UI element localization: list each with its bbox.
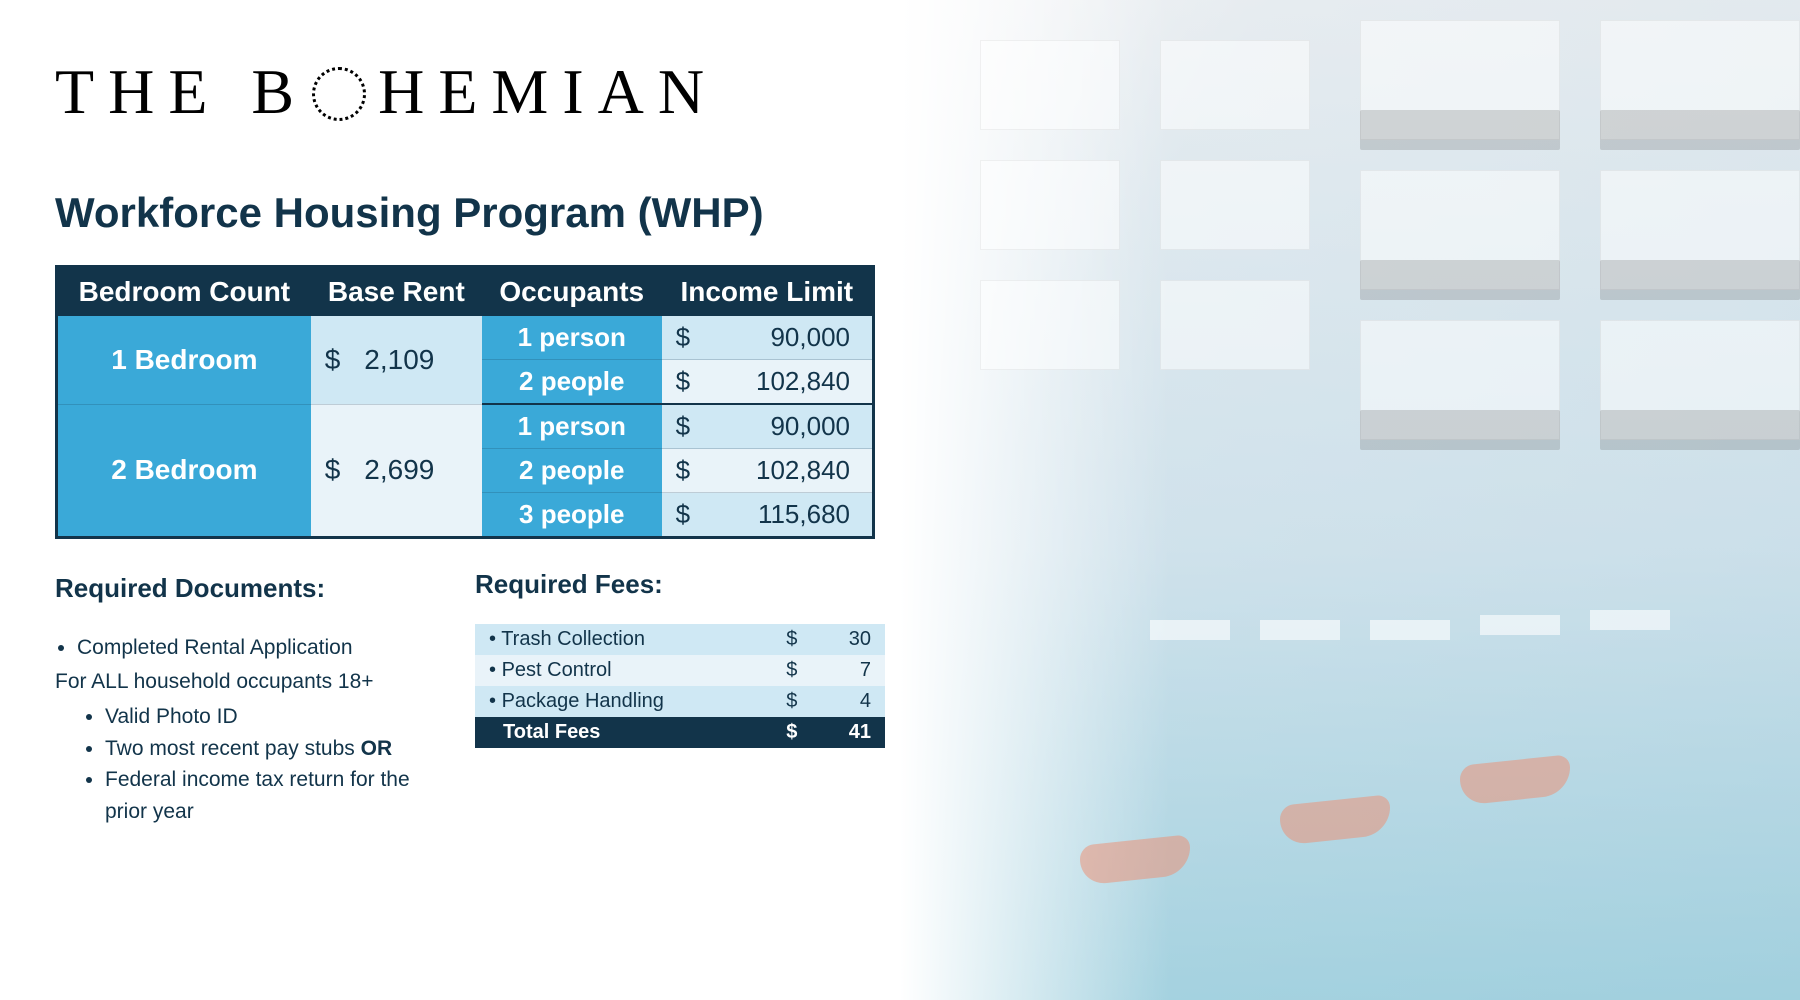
- fee-currency: $: [772, 717, 811, 748]
- table-row: 2 Bedroom$2,6991 person$90,000: [57, 404, 874, 449]
- doc-item: Federal income tax return for the prior …: [105, 764, 415, 827]
- income-limit-cell: $90,000: [662, 316, 874, 360]
- fee-label: Pest Control: [475, 655, 772, 686]
- fee-currency: $: [772, 686, 811, 717]
- fee-total-label: Total Fees: [475, 717, 772, 748]
- col-income-limit: Income Limit: [662, 267, 874, 317]
- table-header-row: Bedroom Count Base Rent Occupants Income…: [57, 267, 874, 317]
- fees-heading: Required Fees:: [475, 569, 885, 600]
- fee-amount: 7: [811, 655, 885, 686]
- rent-cell: $2,109: [311, 316, 482, 404]
- fee-total-amount: 41: [811, 717, 885, 748]
- background-photo: [900, 0, 1800, 1000]
- fees-table: Trash Collection$30Pest Control$7Package…: [475, 624, 885, 748]
- occupants-cell: 3 people: [482, 493, 662, 538]
- docs-heading: Required Documents:: [55, 569, 415, 608]
- fee-amount: 4: [811, 686, 885, 717]
- fee-currency: $: [772, 655, 811, 686]
- col-bedroom: Bedroom Count: [57, 267, 311, 317]
- fee-amount: 30: [811, 624, 885, 655]
- required-documents: Required Documents: Completed Rental App…: [55, 569, 415, 827]
- occupants-cell: 1 person: [482, 316, 662, 360]
- occupants-cell: 2 people: [482, 360, 662, 405]
- doc-item: Valid Photo ID: [105, 701, 415, 733]
- fee-total-row: Total Fees$41: [475, 717, 885, 748]
- income-limit-cell: $102,840: [662, 360, 874, 405]
- doc-item: Two most recent pay stubs OR: [105, 733, 415, 765]
- doc-sub-note: For ALL household occupants 18+: [55, 666, 415, 698]
- income-limit-cell: $102,840: [662, 449, 874, 493]
- logo-text-1: THE B: [55, 55, 308, 129]
- income-limit-cell: $90,000: [662, 404, 874, 449]
- logo-text-2: HEMIAN: [378, 55, 718, 129]
- bedroom-cell: 1 Bedroom: [57, 316, 311, 404]
- income-limit-cell: $115,680: [662, 493, 874, 538]
- fee-row: Trash Collection$30: [475, 624, 885, 655]
- doc-item-top: Completed Rental Application: [77, 632, 415, 664]
- rent-income-table: Bedroom Count Base Rent Occupants Income…: [55, 265, 875, 539]
- fee-label: Package Handling: [475, 686, 772, 717]
- table-row: 1 Bedroom$2,1091 person$90,000: [57, 316, 874, 360]
- page-title: Workforce Housing Program (WHP): [55, 189, 900, 237]
- required-fees: Required Fees: Trash Collection$30Pest C…: [475, 569, 885, 827]
- logo-dotted-o-icon: [312, 67, 366, 121]
- fee-label: Trash Collection: [475, 624, 772, 655]
- col-occupants: Occupants: [482, 267, 662, 317]
- col-rent: Base Rent: [311, 267, 482, 317]
- fee-currency: $: [772, 624, 811, 655]
- fee-row: Pest Control$7: [475, 655, 885, 686]
- bedroom-cell: 2 Bedroom: [57, 404, 311, 538]
- fee-row: Package Handling$4: [475, 686, 885, 717]
- occupants-cell: 1 person: [482, 404, 662, 449]
- occupants-cell: 2 people: [482, 449, 662, 493]
- brand-logo: THE B HEMIAN: [55, 55, 900, 129]
- rent-cell: $2,699: [311, 404, 482, 538]
